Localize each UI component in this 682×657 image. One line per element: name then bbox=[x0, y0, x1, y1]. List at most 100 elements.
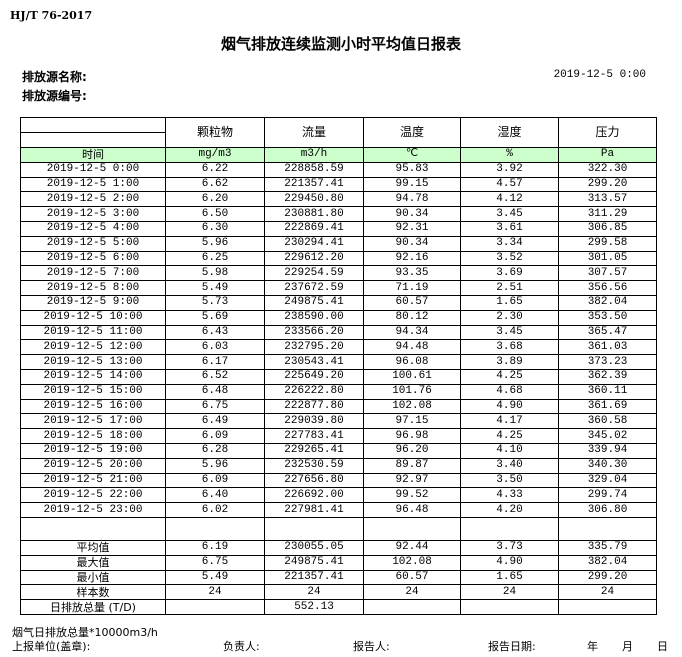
data-cell: 307.57 bbox=[558, 265, 657, 282]
data-cell: 100.61 bbox=[363, 368, 461, 385]
reporter-label: 报告人: bbox=[353, 640, 390, 653]
table-row: 2019-12-5 18:00 6.09 227783.41 96.98 4.25 345… bbox=[20, 428, 657, 444]
data-cell: 97.15 bbox=[363, 413, 461, 430]
data-cell: 92.97 bbox=[363, 472, 461, 489]
data-cell: 227656.80 bbox=[264, 472, 364, 489]
data-cell: 229612.20 bbox=[264, 250, 364, 267]
data-cell: 361.03 bbox=[558, 339, 657, 356]
unit-cell: ℃ bbox=[363, 147, 461, 163]
row-label: 2019-12-5 0:00 bbox=[20, 161, 166, 178]
data-cell: 306.80 bbox=[558, 502, 657, 518]
data-cell: 102.08 bbox=[363, 554, 461, 571]
summary-row: 最小值 5.49 221357.41 60.57 1.65 299.20 bbox=[20, 569, 657, 586]
data-cell: 552.13 bbox=[264, 599, 364, 615]
data-cell: 228858.59 bbox=[264, 161, 364, 178]
data-cell: 5.49 bbox=[165, 280, 265, 296]
data-cell: 5.49 bbox=[165, 569, 265, 586]
report-date-label: 报告日期: bbox=[488, 640, 536, 653]
data-cell: 102.08 bbox=[363, 398, 461, 415]
data-cell: 6.43 bbox=[165, 324, 265, 341]
data-cell: 301.05 bbox=[558, 250, 657, 267]
data-cell bbox=[165, 599, 265, 615]
data-cell: 227981.41 bbox=[264, 502, 364, 518]
unit-cell: mg/m3 bbox=[165, 147, 265, 163]
data-cell: 299.20 bbox=[558, 176, 657, 193]
data-cell: 329.04 bbox=[558, 472, 657, 489]
row-label: 2019-12-5 1:00 bbox=[20, 176, 166, 193]
data-cell: 360.58 bbox=[558, 413, 657, 430]
data-cell: 24 bbox=[363, 584, 461, 601]
data-cell: 6.22 bbox=[165, 161, 265, 178]
data-cell: 322.30 bbox=[558, 161, 657, 178]
data-cell: 237672.59 bbox=[264, 280, 364, 296]
table-row: 2019-12-5 2:00 6.20 229450.80 94.78 4.12 313.… bbox=[20, 191, 657, 208]
data-cell: 5.69 bbox=[165, 309, 265, 326]
data-cell: 101.76 bbox=[363, 383, 461, 400]
time-header: 时间 bbox=[20, 147, 166, 163]
table-row: 2019-12-5 20:00 5.96 232530.59 89.87 3.40 340… bbox=[20, 457, 657, 474]
data-cell: 4.17 bbox=[460, 413, 559, 430]
data-cell: 5.73 bbox=[165, 294, 265, 311]
data-cell: 6.75 bbox=[165, 398, 265, 415]
data-cell: 94.78 bbox=[363, 191, 461, 208]
data-cell: 313.57 bbox=[558, 191, 657, 208]
data-cell bbox=[165, 516, 265, 541]
table-row: 2019-12-5 3:00 6.50 230881.80 90.34 3.45 311.… bbox=[20, 206, 657, 222]
row-label: 2019-12-5 14:00 bbox=[20, 368, 166, 385]
data-cell: 229039.80 bbox=[264, 413, 364, 430]
data-cell: 4.57 bbox=[460, 176, 559, 193]
table-row: 2019-12-5 23:00 6.02 227981.41 96.48 4.20 306… bbox=[20, 502, 657, 518]
row-label: 2019-12-5 23:00 bbox=[20, 502, 166, 518]
source-name-label: 排放源名称: bbox=[22, 70, 87, 84]
report-datetime: 2019-12-5 0:00 bbox=[553, 69, 646, 81]
page-title: 烟气排放连续监测小时平均值日报表 bbox=[220, 35, 461, 53]
row-label: 2019-12-5 7:00 bbox=[20, 265, 166, 282]
data-cell: 6.52 bbox=[165, 368, 265, 385]
row-label: 2019-12-5 11:00 bbox=[20, 324, 166, 341]
data-cell: 229450.80 bbox=[264, 191, 364, 208]
table-row: 2019-12-5 1:00 6.62 221357.41 99.15 4.57 299.… bbox=[20, 176, 657, 193]
data-cell: 3.50 bbox=[460, 472, 559, 489]
table-row: 2019-12-5 10:00 5.69 238590.00 80.12 2.30 353… bbox=[20, 309, 657, 326]
data-cell: 5.98 bbox=[165, 265, 265, 282]
table-row: 2019-12-5 0:00 6.22 228858.59 95.83 3.92 322.… bbox=[20, 161, 657, 178]
responsible-label: 负责人: bbox=[223, 640, 260, 653]
data-cell: 360.11 bbox=[558, 383, 657, 400]
col-header: 湿度 bbox=[460, 117, 559, 148]
data-cell: 99.15 bbox=[363, 176, 461, 193]
data-cell: 3.34 bbox=[460, 235, 559, 252]
table-row: 2019-12-5 5:00 5.96 230294.41 90.34 3.34 299.… bbox=[20, 235, 657, 252]
data-cell: 222869.41 bbox=[264, 220, 364, 237]
data-cell: 6.75 bbox=[165, 554, 265, 571]
data-cell: 1.65 bbox=[460, 569, 559, 586]
table-row: 2019-12-5 9:00 5.73 249875.41 60.57 1.65 382.… bbox=[20, 294, 657, 311]
data-cell: 4.25 bbox=[460, 428, 559, 444]
data-cell: 362.39 bbox=[558, 368, 657, 385]
data-cell: 92.16 bbox=[363, 250, 461, 267]
data-cell: 5.96 bbox=[165, 457, 265, 474]
report-table: 颗粒物 流量 温度 湿度 压力 时间 mg/m3 m3/h ℃ % Pa 201… bbox=[20, 117, 657, 615]
data-cell: 6.02 bbox=[165, 502, 265, 518]
data-cell: 311.29 bbox=[558, 206, 657, 222]
data-cell: 4.20 bbox=[460, 502, 559, 518]
row-label: 2019-12-5 3:00 bbox=[20, 206, 166, 222]
row-label: 2019-12-5 22:00 bbox=[20, 487, 166, 504]
data-cell: 299.58 bbox=[558, 235, 657, 252]
data-cell: 90.34 bbox=[363, 235, 461, 252]
data-cell: 4.68 bbox=[460, 383, 559, 400]
data-cell: 6.48 bbox=[165, 383, 265, 400]
row-label: 2019-12-5 15:00 bbox=[20, 383, 166, 400]
data-cell: 24 bbox=[264, 584, 364, 601]
row-label: 2019-12-5 19:00 bbox=[20, 442, 166, 459]
data-cell: 3.68 bbox=[460, 339, 559, 356]
data-cell: 382.04 bbox=[558, 554, 657, 571]
data-cell: 229254.59 bbox=[264, 265, 364, 282]
data-cell: 222877.80 bbox=[264, 398, 364, 415]
data-cell: 6.49 bbox=[165, 413, 265, 430]
data-cell: 3.45 bbox=[460, 206, 559, 222]
row-label: 2019-12-5 17:00 bbox=[20, 413, 166, 430]
data-cell: 6.17 bbox=[165, 354, 265, 370]
table-row: 2019-12-5 4:00 6.30 222869.41 92.31 3.61 306.… bbox=[20, 220, 657, 237]
data-cell: 382.04 bbox=[558, 294, 657, 311]
data-cell: 249875.41 bbox=[264, 294, 364, 311]
